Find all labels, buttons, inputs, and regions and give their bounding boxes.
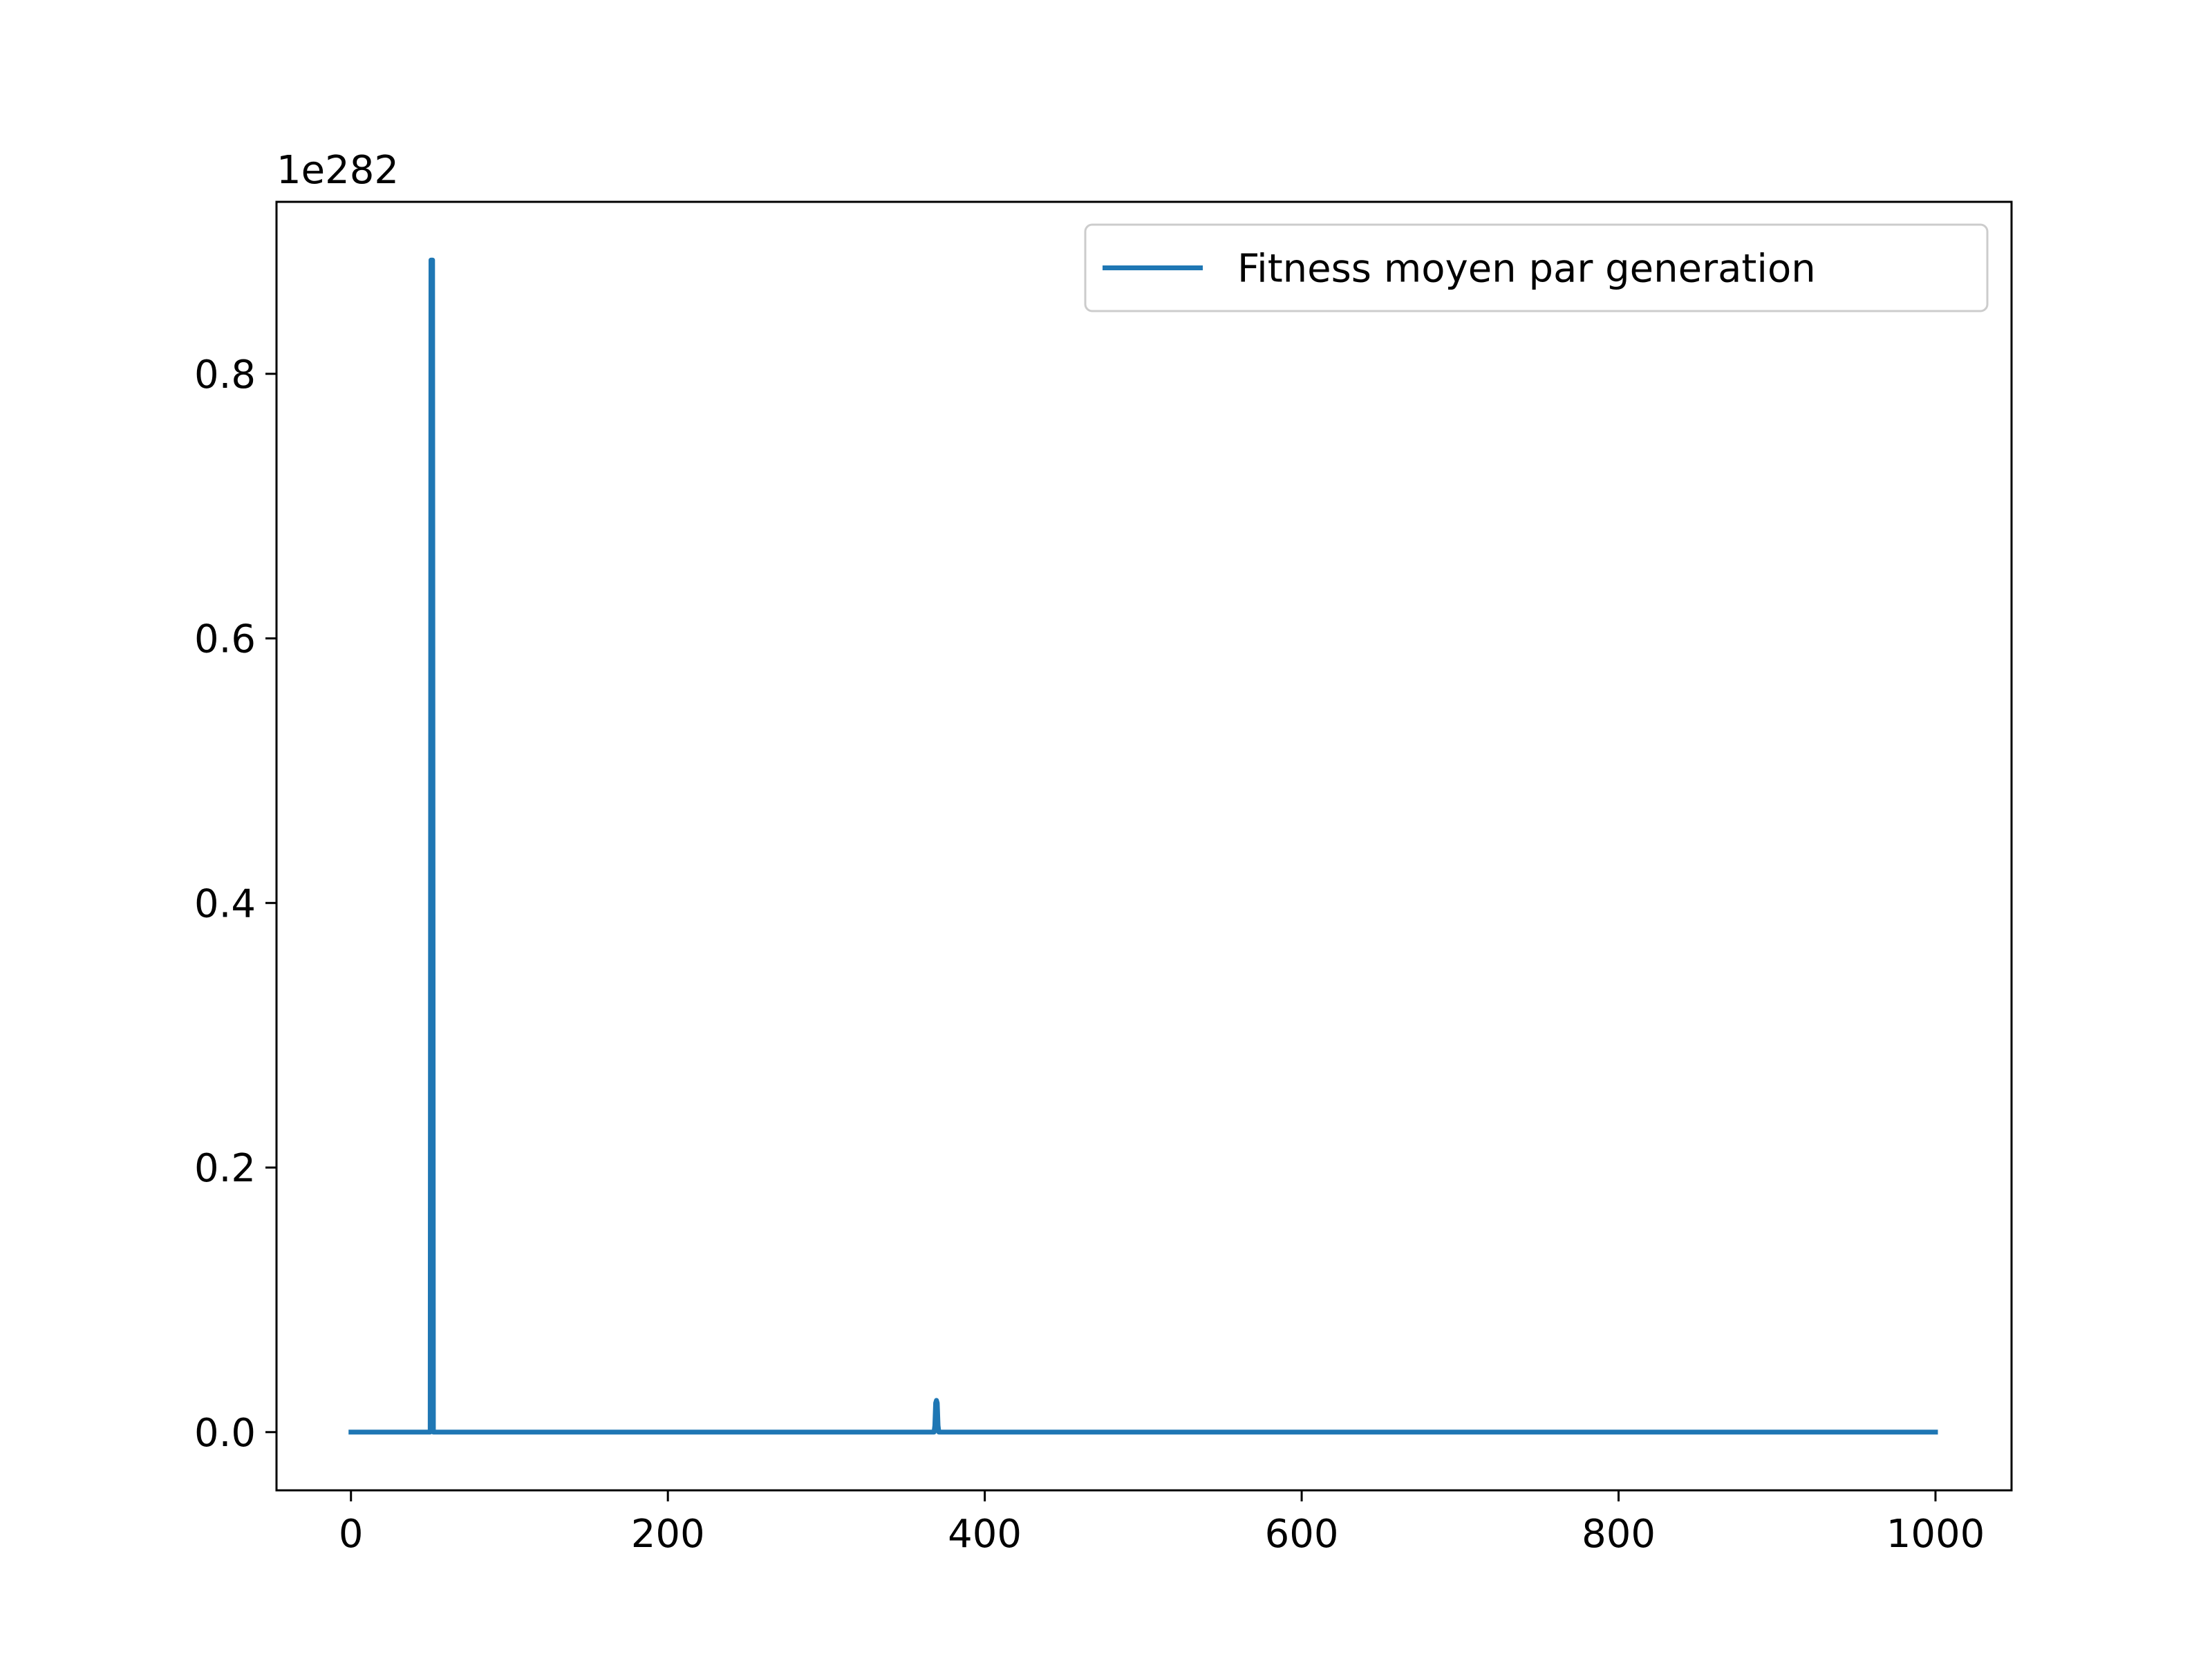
series-layer bbox=[348, 257, 1938, 1435]
y-offset-label: 1e282 bbox=[276, 148, 399, 193]
y-tick-label: 0.0 bbox=[194, 1411, 256, 1456]
legend-box bbox=[1084, 223, 1989, 312]
legend-label-0: Fitness moyen par generation bbox=[1237, 247, 1816, 292]
x-tick-label: 1000 bbox=[1886, 1512, 1985, 1557]
y-tick-label: 0.2 bbox=[194, 1146, 256, 1191]
x-tick-label: 600 bbox=[1265, 1512, 1339, 1557]
x-tick-label: 400 bbox=[948, 1512, 1022, 1557]
plot-frame bbox=[275, 200, 2013, 1492]
y-tick-label: 0.4 bbox=[194, 881, 256, 926]
axes-layer: 0 200 400 600 800 1000 0.0 0.2 0.4 0.6 0.8 bbox=[194, 200, 2013, 1557]
legend: Fitness moyen par generation bbox=[1084, 223, 1989, 312]
x-tick-label: 200 bbox=[631, 1512, 705, 1557]
x-tick-label: 800 bbox=[1582, 1512, 1656, 1557]
y-tick-label: 0.6 bbox=[194, 617, 256, 662]
x-tick-label: 0 bbox=[339, 1512, 364, 1557]
series-line-0 bbox=[348, 257, 1938, 1435]
y-tick-label: 0.8 bbox=[194, 353, 256, 397]
